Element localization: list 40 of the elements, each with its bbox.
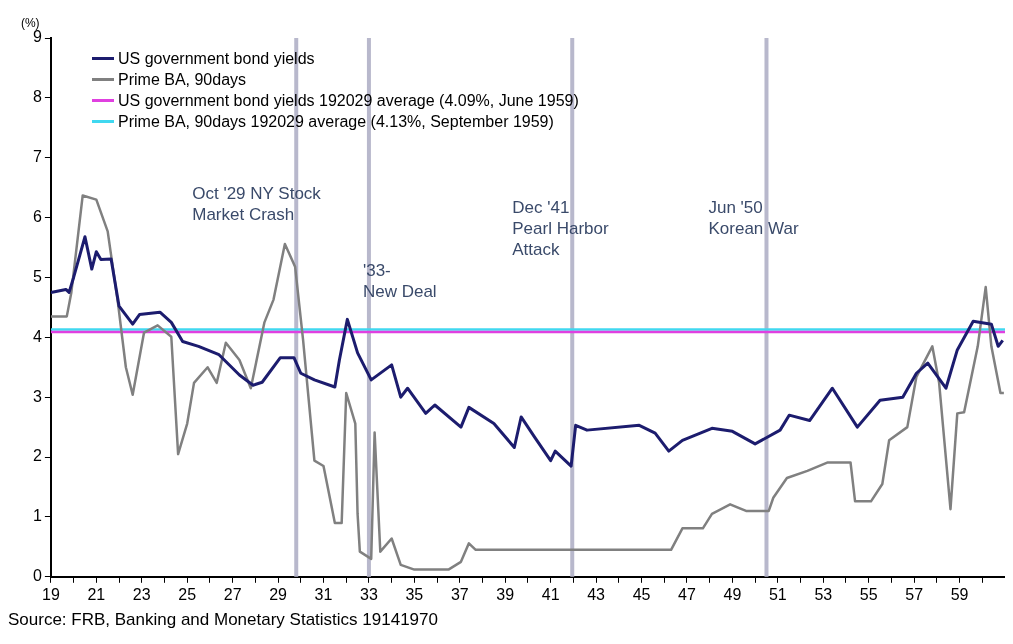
- y-tick-label: 4: [32, 327, 42, 345]
- y-tick-label: 6: [32, 208, 42, 226]
- ref-line-label: Oct '29 NY Stock Market Crash: [192, 184, 322, 225]
- x-tick-label: 55: [859, 585, 878, 603]
- y-tick-label: 1: [32, 507, 42, 525]
- legend-label: US government bond yields 192029 average (4.09%, June 1959): [118, 91, 579, 110]
- x-tick-label: 47: [678, 585, 696, 603]
- x-tick-label: 41: [541, 585, 560, 603]
- x-tick-label: 59: [950, 585, 969, 603]
- y-axis-title: (%): [20, 16, 40, 31]
- x-tick-label: 33: [360, 585, 378, 603]
- ref-line-label: '33- New Deal: [362, 261, 437, 302]
- x-tick-label: 25: [178, 585, 197, 603]
- x-tick-label: 43: [587, 585, 606, 603]
- y-tick-label: 8: [32, 88, 42, 106]
- y-tick-label: 7: [32, 148, 42, 166]
- x-tick-label: 37: [450, 585, 469, 603]
- x-tick-label: 29: [269, 585, 288, 603]
- x-tick-label: 45: [632, 585, 651, 603]
- x-tick-label: 23: [132, 585, 151, 603]
- legend-label: Prime BA, 90days: [118, 70, 247, 89]
- x-tick-label: 39: [496, 585, 515, 603]
- y-tick-label: 0: [32, 567, 42, 585]
- y-tick-label: 3: [32, 387, 42, 405]
- x-tick-label: 49: [723, 585, 742, 603]
- x-tick-label: 19: [42, 585, 60, 603]
- source-note: Source: FRB, Banking and Monetary Statistics 19141970: [8, 610, 439, 630]
- x-tick-label: 21: [87, 585, 106, 603]
- ref-line-label: Dec '41 Pearl Harbor Attack: [512, 198, 609, 260]
- x-tick-label: 31: [314, 585, 333, 603]
- x-tick-label: 53: [814, 585, 833, 603]
- legend-label: US government bond yields: [118, 49, 315, 68]
- x-tick-label: 27: [223, 585, 242, 603]
- x-tick-label: 35: [405, 585, 424, 603]
- legend-label: Prime BA, 90days 192029 average (4.13%, September 1959): [118, 112, 554, 131]
- ref-line-label: Jun '50 Korean War: [708, 198, 799, 239]
- x-tick-label: 51: [768, 585, 787, 603]
- y-tick-label: 2: [32, 447, 42, 465]
- x-tick-label: 57: [905, 585, 924, 603]
- y-tick-label: 5: [32, 267, 42, 285]
